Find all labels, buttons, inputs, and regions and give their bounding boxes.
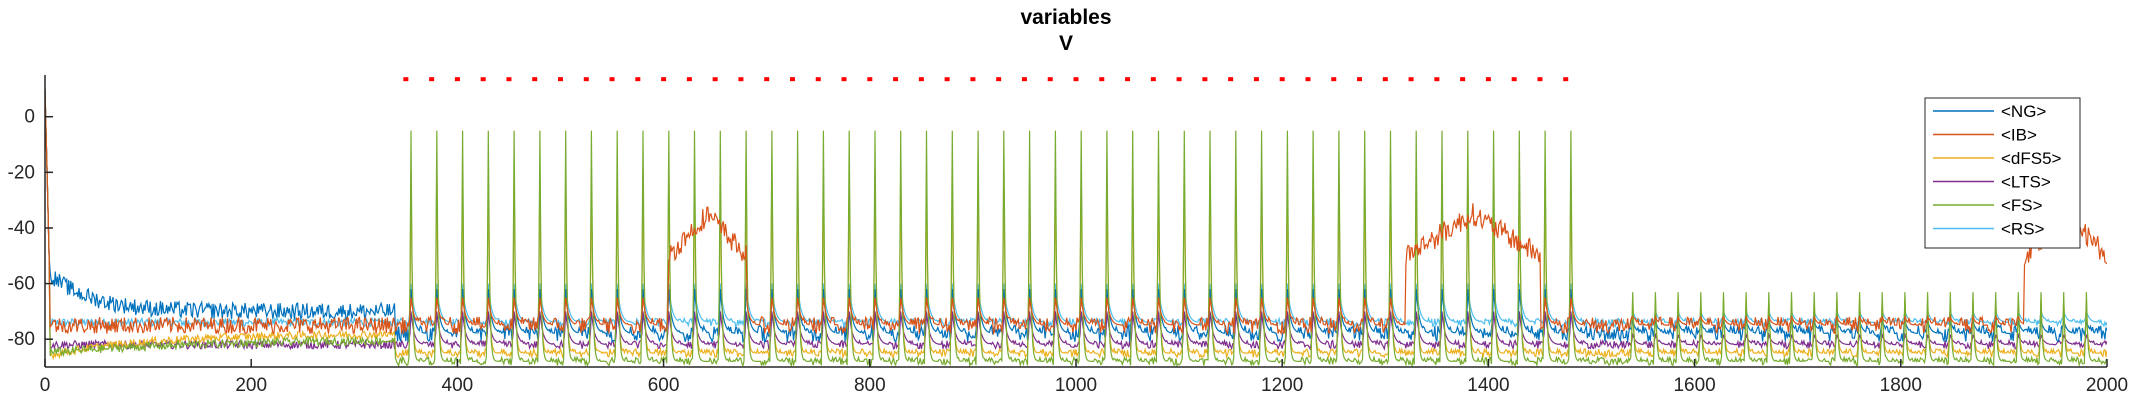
- series-line-rs: [45, 88, 2107, 329]
- x-tick-label: 1000: [1055, 375, 1097, 396]
- stimulus-dot: [1434, 77, 1440, 82]
- stimulus-dot: [867, 77, 873, 82]
- stimulus-dot: [661, 77, 667, 82]
- stimulus-dot: [1073, 77, 1079, 82]
- series-line-ng: [45, 88, 2107, 344]
- stimulus-dot: [1253, 77, 1259, 82]
- legend-items: <NG> <IB> <dFS5> <LTS> <FS> <RS>: [1933, 102, 2062, 239]
- stimulus-dot: [1331, 77, 1337, 82]
- legend-label: <NG>: [2001, 102, 2046, 121]
- stimulus-dot: [480, 77, 486, 82]
- series-line-lts: [45, 88, 2107, 351]
- stimulus-dot: [970, 77, 976, 82]
- stimulus-dot: [558, 77, 563, 82]
- stimulus-dot: [944, 77, 950, 82]
- stimulus-dot: [403, 77, 409, 82]
- x-tick-label: 1400: [1467, 375, 1509, 396]
- stimulus-dot: [1511, 77, 1517, 82]
- x-tick-label: 0: [40, 375, 51, 396]
- y-tick-label: -60: [8, 274, 35, 295]
- legend-label: <IB>: [2001, 126, 2037, 145]
- stimulus-dot: [1382, 77, 1388, 82]
- stimulus-dot: [1099, 77, 1105, 82]
- plot-area: [45, 88, 2107, 367]
- y-tick-label: -80: [8, 329, 35, 350]
- legend-label: <RS>: [2001, 220, 2045, 239]
- stimulus-dot: [1537, 77, 1543, 82]
- stimulus-dot: [893, 77, 899, 82]
- y-ticks: 0 -20 -40 -60 -80: [8, 107, 53, 350]
- stimulus-dot: [1408, 77, 1414, 82]
- stimulus-dot: [1228, 77, 1234, 82]
- stimulus-dot: [609, 77, 615, 82]
- legend-box: [1924, 97, 2081, 249]
- stimulus-dot: [1125, 77, 1131, 82]
- y-tick-label: -40: [8, 218, 35, 239]
- stimulus-dot: [1357, 77, 1363, 82]
- x-tick-label: 1200: [1261, 375, 1303, 396]
- legend-label: <dFS5>: [2001, 149, 2062, 168]
- stimulus-dot: [1279, 77, 1285, 82]
- chart-subtitle: V: [1059, 32, 1073, 55]
- stimulus-dot: [1047, 77, 1053, 82]
- stimulus-dot: [1485, 77, 1491, 82]
- stimulus-dot: [1202, 77, 1208, 82]
- series-line-ib: [45, 88, 2107, 336]
- stimulus-dot: [712, 77, 718, 82]
- stimulus-dot: [1563, 77, 1569, 82]
- legend-label: <FS>: [2001, 196, 2043, 215]
- x-tick-label: 200: [235, 375, 267, 396]
- stimulus-dot: [635, 77, 641, 82]
- stimulus-dot: [1460, 77, 1466, 82]
- stimulus-dot: [429, 77, 435, 82]
- stimulus-dot: [506, 77, 512, 82]
- stimulus-dot: [532, 77, 538, 82]
- x-tick-label: 400: [442, 375, 474, 396]
- stimulus-dot: [686, 77, 692, 82]
- legend: <NG> <IB> <dFS5> <LTS> <FS> <RS>: [1924, 97, 2081, 249]
- stimulus-dot: [815, 77, 821, 82]
- legend-label: <LTS>: [2001, 173, 2051, 192]
- stimulus-dot: [764, 77, 770, 82]
- stimulus-dot: [1176, 77, 1182, 82]
- stimulus-dot: [841, 77, 847, 82]
- stimulus-dot: [1305, 77, 1311, 82]
- stimulus-dot: [1021, 77, 1027, 82]
- x-tick-label: 2000: [2086, 375, 2128, 396]
- chart-title: variables: [1020, 6, 1111, 29]
- x-tick-label: 600: [648, 375, 680, 396]
- y-tick-label: 0: [24, 107, 35, 128]
- series-line-dfs5: [45, 88, 2107, 361]
- stimulus-dot: [789, 77, 795, 82]
- y-tick-label: -20: [8, 162, 35, 183]
- stimulus-dot: [918, 77, 924, 82]
- stimulus-dot: [454, 77, 460, 82]
- x-tick-label: 800: [854, 375, 886, 396]
- stimulus-dot: [738, 77, 744, 82]
- stimulus-dot: [583, 77, 589, 82]
- x-ticks: 0 200 400 600 800 1000 1200 1400 1600 1800 2000: [40, 359, 2128, 396]
- stimulus-dot: [996, 77, 1002, 82]
- x-tick-label: 1600: [1673, 375, 1715, 396]
- series-layer: [45, 88, 2107, 367]
- x-tick-label: 1800: [1880, 375, 1922, 396]
- stimulus-dot: [1150, 77, 1156, 82]
- stimulus-marker: [403, 77, 1569, 82]
